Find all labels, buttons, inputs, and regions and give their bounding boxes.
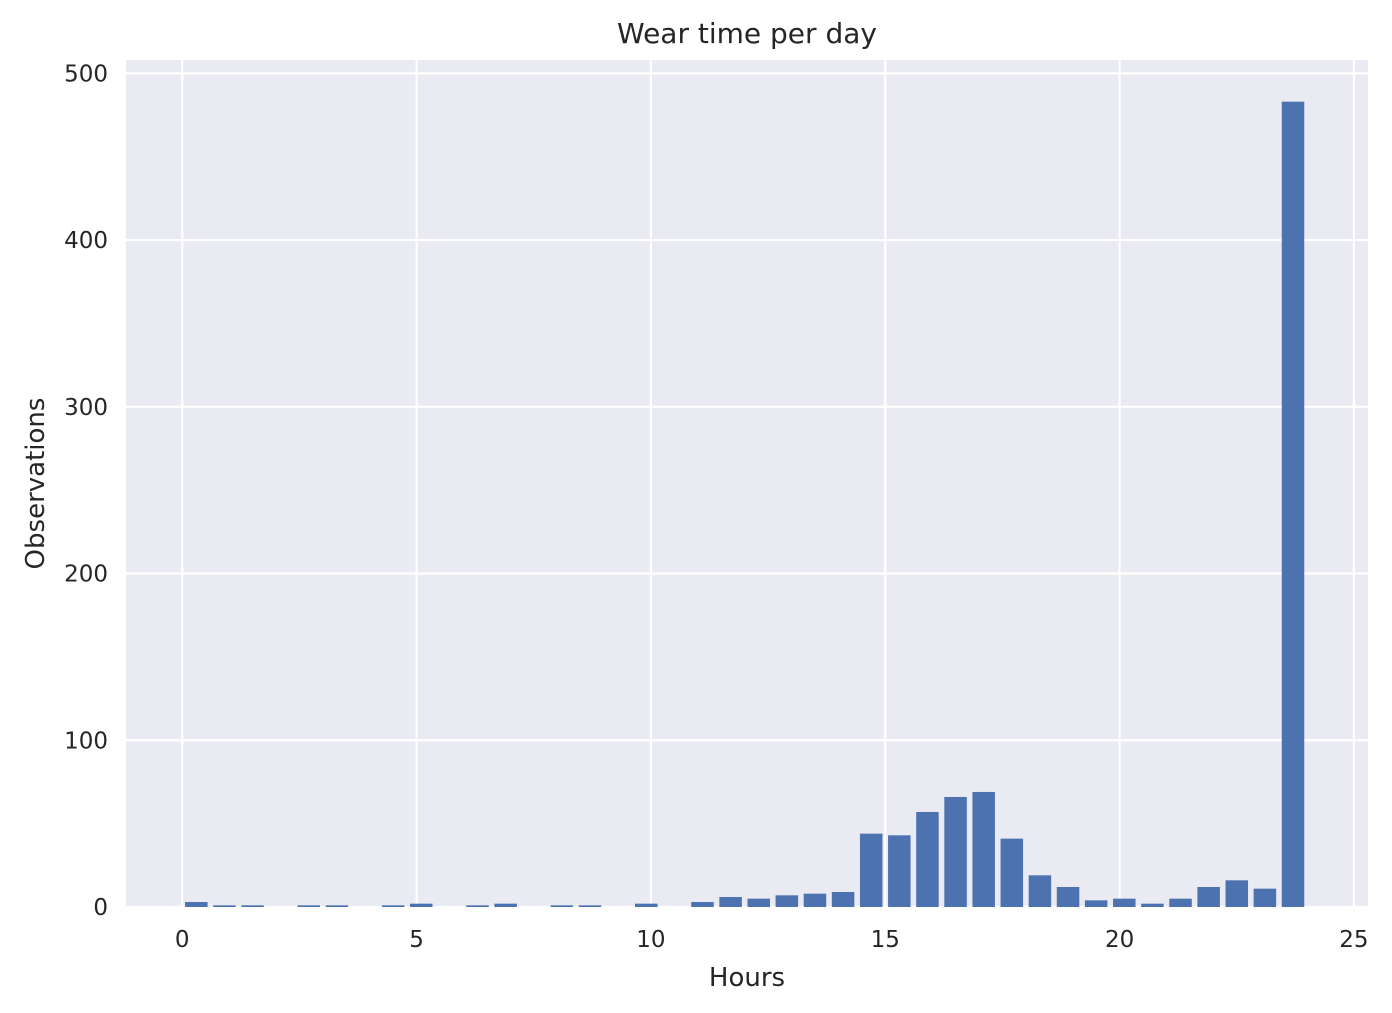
histogram-bar bbox=[691, 901, 714, 907]
y-tick-label: 500 bbox=[64, 61, 108, 87]
histogram-bar bbox=[972, 791, 995, 907]
histogram-bar bbox=[803, 893, 827, 907]
histogram-bar bbox=[916, 811, 939, 907]
histogram-bar bbox=[1253, 888, 1277, 907]
histogram-bar bbox=[1084, 900, 1108, 907]
histogram-bar bbox=[859, 833, 883, 907]
histogram-bar bbox=[719, 896, 742, 907]
histogram-bar bbox=[1028, 875, 1052, 907]
histogram-bar bbox=[1197, 886, 1220, 907]
histogram-bar bbox=[241, 905, 264, 907]
y-tick-label: 400 bbox=[64, 228, 108, 254]
histogram-bar bbox=[466, 905, 489, 907]
histogram-bar bbox=[213, 905, 236, 907]
x-tick-label: 20 bbox=[1105, 927, 1134, 953]
histogram-bar bbox=[297, 905, 321, 907]
histogram-bar bbox=[410, 903, 433, 907]
y-axis-ticks: 0 100 200 300 400 500 bbox=[64, 61, 108, 921]
histogram-bar bbox=[888, 835, 911, 907]
y-tick-label: 300 bbox=[64, 395, 108, 421]
histogram-bar bbox=[1225, 880, 1249, 907]
histogram-bar bbox=[634, 903, 658, 907]
y-tick-label: 100 bbox=[64, 728, 108, 754]
x-axis-ticks: 0 5 10 15 20 25 bbox=[175, 927, 1369, 953]
histogram-bar bbox=[831, 891, 855, 907]
histogram-bar bbox=[1000, 838, 1024, 907]
x-axis-label: Hours bbox=[709, 963, 785, 993]
histogram-bar bbox=[1056, 886, 1080, 907]
histogram-bar bbox=[550, 905, 574, 907]
x-tick-label: 15 bbox=[871, 927, 900, 953]
y-tick-label: 200 bbox=[64, 562, 108, 588]
histogram-bar bbox=[1281, 101, 1305, 908]
x-tick-label: 25 bbox=[1339, 927, 1368, 953]
histogram-bar bbox=[747, 898, 770, 907]
histogram-bar bbox=[775, 895, 799, 907]
plot-area bbox=[126, 60, 1368, 907]
histogram-bar bbox=[578, 905, 602, 907]
histogram-bar bbox=[1141, 903, 1164, 907]
histogram-bar bbox=[381, 905, 405, 907]
bars bbox=[185, 101, 1305, 908]
histogram-bar bbox=[1169, 898, 1192, 907]
histogram-bar bbox=[1113, 898, 1136, 907]
y-axis-label: Observations bbox=[21, 398, 51, 570]
x-tick-label: 0 bbox=[175, 927, 190, 953]
x-tick-label: 5 bbox=[409, 927, 424, 953]
y-tick-label: 0 bbox=[93, 895, 108, 921]
chart-title: Wear time per day bbox=[617, 17, 877, 50]
histogram-bar bbox=[325, 905, 349, 907]
x-tick-label: 10 bbox=[636, 927, 665, 953]
histogram-bar bbox=[185, 901, 208, 907]
histogram-bar bbox=[494, 903, 517, 907]
histogram-bar bbox=[944, 796, 967, 907]
